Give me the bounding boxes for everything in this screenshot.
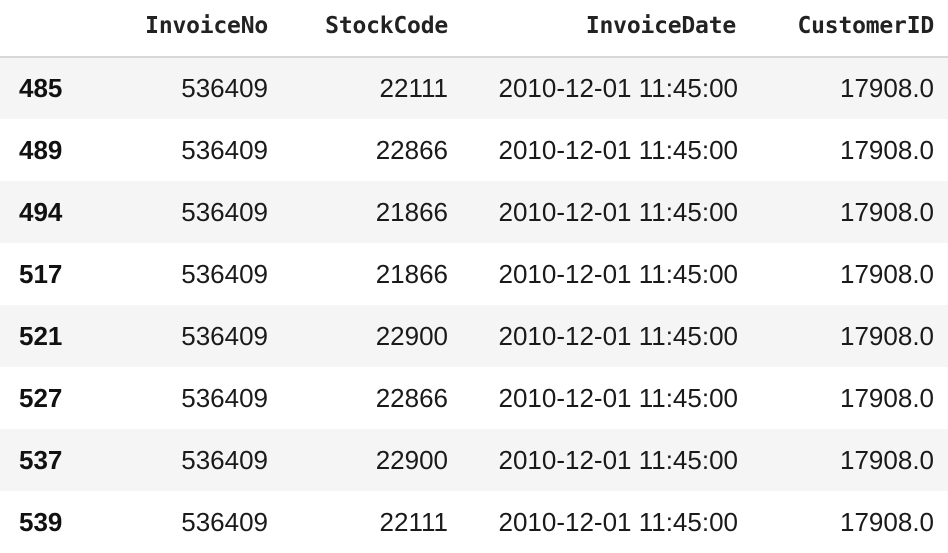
cell-invoice-date: 2010-12-01 11:45:00 [498,320,739,351]
table-row: 517 536409 21866 2010-12-01 11:45:00 179… [0,243,948,305]
row-index: 521 [19,320,63,351]
cell-customer-id: 17908.0 [840,382,934,413]
cell-invoice-date: 2010-12-01 11:45:00 [498,196,739,227]
cell-invoice-date: 2010-12-01 11:45:00 [498,444,739,475]
cell-customer-id: 17908.0 [840,134,934,165]
header-index [0,0,96,58]
row-index: 489 [19,134,63,165]
cell-customer-id: 17908.0 [840,73,934,103]
table-row: 521 536409 22900 2010-12-01 11:45:00 179… [0,305,948,367]
table-row: 494 536409 21866 2010-12-01 11:45:00 179… [0,181,948,243]
row-index: 537 [19,444,63,475]
cell-stock-code: 21866 [375,196,448,227]
row-index: 539 [19,506,63,537]
table-body: 485 536409 22111 2010-12-01 11:45:00 179… [0,57,948,553]
cell-invoice-date: 2010-12-01 11:45:00 [498,506,739,537]
cell-invoice-no: 536409 [181,382,268,413]
cell-invoice-no: 536409 [181,258,268,289]
table-row: 485 536409 22111 2010-12-01 11:45:00 179… [0,57,948,119]
row-index: 517 [19,258,63,289]
cell-stock-code: 21866 [375,258,448,289]
cell-invoice-no: 536409 [181,196,268,227]
table-header: InvoiceNo StockCode InvoiceDate Customer… [0,0,948,58]
table-row: 539 536409 22111 2010-12-01 11:45:00 179… [0,491,948,553]
cell-invoice-date: 2010-12-01 11:45:00 [498,73,739,103]
table-row: 527 536409 22866 2010-12-01 11:45:00 179… [0,367,948,429]
cell-stock-code: 22900 [375,320,448,351]
header-invoice-no: InvoiceNo [96,0,282,58]
cell-customer-id: 17908.0 [840,196,934,227]
cell-stock-code: 22111 [379,73,448,103]
row-index: 527 [19,382,63,413]
cell-stock-code: 22900 [375,444,448,475]
cell-invoice-date: 2010-12-01 11:45:00 [498,258,739,289]
header-stock-code: StockCode [282,0,462,58]
cell-customer-id: 17908.0 [840,444,934,475]
cell-stock-code: 22866 [375,382,448,413]
cell-invoice-no: 536409 [181,73,268,103]
header-customer-id: CustomerID [750,0,948,58]
table-row: 489 536409 22866 2010-12-01 11:45:00 179… [0,119,948,181]
table-row: 537 536409 22900 2010-12-01 11:45:00 179… [0,429,948,491]
cell-invoice-date: 2010-12-01 11:45:00 [498,382,739,413]
row-index: 485 [19,73,63,103]
header-row: InvoiceNo StockCode InvoiceDate Customer… [0,0,948,58]
cell-customer-id: 17908.0 [840,258,934,289]
header-invoice-date: InvoiceDate [462,0,750,58]
cell-customer-id: 17908.0 [840,506,934,537]
cell-stock-code: 22111 [379,506,448,537]
cell-invoice-no: 536409 [181,506,268,537]
cell-stock-code: 22866 [375,134,448,165]
row-index: 494 [19,196,63,227]
cell-invoice-no: 536409 [181,134,268,165]
cell-invoice-no: 536409 [181,320,268,351]
cell-invoice-no: 536409 [181,444,268,475]
cell-customer-id: 17908.0 [840,320,934,351]
cell-invoice-date: 2010-12-01 11:45:00 [498,134,739,165]
